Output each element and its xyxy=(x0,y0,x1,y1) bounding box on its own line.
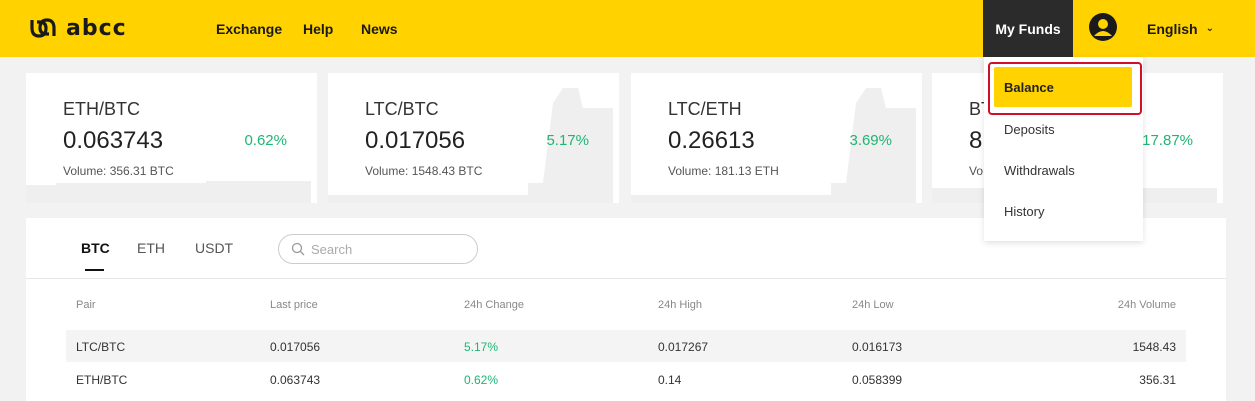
ticker-price: 8 xyxy=(969,127,983,154)
cell-24h-volume: 1548.43 xyxy=(1132,340,1176,354)
ticker-volume: Vo xyxy=(969,164,984,178)
ticker-volume: Volume: 1548.43 BTC xyxy=(365,164,483,178)
divider xyxy=(26,278,1226,279)
cell-last-price: 0.063743 xyxy=(270,373,321,387)
ticker-pair: LTC/ETH xyxy=(668,99,742,119)
menu-item-withdrawals[interactable]: Withdrawals xyxy=(1004,163,1075,178)
cell-pair: LTC/BTC xyxy=(76,340,126,354)
column-header-pair[interactable]: Pair xyxy=(76,299,96,311)
balance-highlight-box xyxy=(988,62,1142,115)
cell-24h-change: 0.62% xyxy=(464,373,499,387)
ticker-price: 0.26613 xyxy=(668,127,755,154)
market-panel: BTC ETH USDT Pair Last price 24h Change … xyxy=(26,218,1226,401)
tab-eth[interactable]: ETH xyxy=(137,240,165,256)
cell-pair: ETH/BTC xyxy=(76,373,128,387)
column-header-24h-low[interactable]: 24h Low xyxy=(852,299,894,311)
cell-24h-high: 0.017267 xyxy=(658,340,709,354)
ticker-volume: Volume: 356.31 BTC xyxy=(63,164,174,178)
language-selector[interactable]: English ⌄ xyxy=(1147,0,1214,57)
column-header-24h-volume[interactable]: 24h Volume xyxy=(1117,299,1176,311)
abcc-logo[interactable]: abcc xyxy=(26,14,127,42)
cell-last-price: 0.017056 xyxy=(270,340,321,354)
sparkline-chart xyxy=(328,88,613,203)
logo-text: abcc xyxy=(66,15,127,41)
cell-24h-low: 0.058399 xyxy=(852,373,903,387)
menu-item-balance[interactable]: Balance xyxy=(994,67,1132,107)
sparkline-chart xyxy=(631,88,916,203)
table-row[interactable]: LTC/BTC 0.017056 5.17% 0.017267 0.016173… xyxy=(66,330,1186,362)
ticker-volume: Volume: 181.13 ETH xyxy=(668,164,779,178)
ticker-change: 5.17% xyxy=(546,132,589,149)
search-box[interactable] xyxy=(278,234,478,264)
cell-24h-high: 0.14 xyxy=(658,373,682,387)
cell-24h-change: 5.17% xyxy=(464,340,499,354)
my-funds-dropdown: Balance Deposits Withdrawals History xyxy=(984,57,1143,241)
ticker-price: 0.063743 xyxy=(63,127,164,154)
tab-usdt[interactable]: USDT xyxy=(195,240,234,256)
ticker-card-ltc-eth[interactable]: LTC/ETH 0.26613 3.69% Volume: 181.13 ETH xyxy=(631,73,922,203)
cell-24h-volume: 356.31 xyxy=(1139,373,1176,387)
tab-btc[interactable]: BTC xyxy=(81,240,110,256)
search-input[interactable] xyxy=(311,241,461,257)
search-icon xyxy=(291,242,305,256)
ticker-pair: LTC/BTC xyxy=(365,99,439,119)
cell-24h-low: 0.016173 xyxy=(852,340,903,354)
my-funds-label: My Funds xyxy=(995,20,1061,37)
language-label: English xyxy=(1147,20,1198,37)
my-funds-button[interactable]: My Funds xyxy=(983,0,1073,57)
ticker-card-ltc-btc[interactable]: LTC/BTC 0.017056 5.17% Volume: 1548.43 B… xyxy=(328,73,619,203)
ticker-pair: ETH/BTC xyxy=(63,99,141,119)
logo-mark-icon xyxy=(30,18,56,38)
top-header: abcc Exchange Help News My Funds English… xyxy=(0,0,1255,57)
menu-item-history[interactable]: History xyxy=(1004,204,1045,219)
ticker-change: 3.69% xyxy=(849,132,892,149)
sparkline-chart xyxy=(26,181,311,203)
column-header-24h-change[interactable]: 24h Change xyxy=(464,299,524,311)
menu-item-deposits[interactable]: Deposits xyxy=(1004,122,1055,137)
nav-exchange[interactable]: Exchange xyxy=(216,20,283,37)
nav-help[interactable]: Help xyxy=(303,20,334,37)
active-tab-indicator xyxy=(85,269,104,271)
column-header-24h-high[interactable]: 24h High xyxy=(658,299,703,311)
ticker-card-eth-btc[interactable]: ETH/BTC 0.063743 0.62% Volume: 356.31 BT… xyxy=(26,73,317,203)
menu-item-label: Balance xyxy=(1004,80,1054,95)
chevron-down-icon: ⌄ xyxy=(1205,23,1214,34)
table-row[interactable]: ETH/BTC 0.063743 0.62% 0.14 0.058399 356… xyxy=(66,363,1186,395)
nav-news[interactable]: News xyxy=(361,20,398,37)
ticker-change: 17.87% xyxy=(1142,132,1193,149)
ticker-price: 0.017056 xyxy=(365,127,466,154)
user-avatar-icon[interactable] xyxy=(1089,13,1117,41)
column-header-last-price[interactable]: Last price xyxy=(270,299,318,311)
ticker-change: 0.62% xyxy=(244,132,287,149)
